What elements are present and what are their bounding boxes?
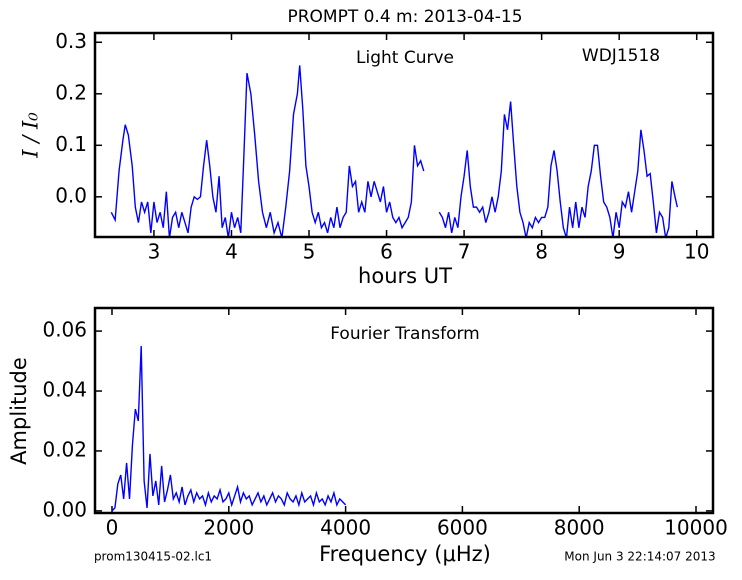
annotation: Fourier Transform bbox=[330, 324, 479, 344]
y-tick-label: 0.3 bbox=[55, 29, 87, 53]
data-line bbox=[438, 101, 679, 237]
annotation: WDJ1518 bbox=[582, 46, 660, 66]
x-axis-label: hours UT bbox=[358, 264, 452, 288]
x-tick-label: 5 bbox=[303, 240, 316, 264]
plot-frame bbox=[93, 31, 715, 239]
footer-file: prom130415-02.lc1 bbox=[94, 550, 212, 564]
x-axis-label: Frequency (μHz) bbox=[319, 542, 491, 566]
y-tick-label: 0.0 bbox=[55, 183, 87, 207]
x-tick-label: 8 bbox=[535, 240, 548, 264]
x-tick-label: 9 bbox=[613, 240, 626, 264]
y-tick-label: 0.2 bbox=[55, 80, 87, 104]
y-tick-label: 0.06 bbox=[42, 318, 87, 342]
x-tick-label: 7 bbox=[458, 240, 471, 264]
x-tick-label: 10 bbox=[684, 240, 709, 264]
data-line bbox=[110, 65, 425, 237]
chart-title: PROMPT 0.4 m: 2013-04-15 bbox=[287, 7, 522, 27]
footer-date: Mon Jun 3 22:14:07 2013 bbox=[564, 550, 715, 564]
x-tick-label: 0 bbox=[106, 516, 119, 540]
y-axis-label: Amplitude bbox=[7, 357, 31, 465]
x-tick-label: 8000 bbox=[554, 516, 605, 540]
x-tick-label: 6000 bbox=[437, 516, 488, 540]
y-tick-label: 0.00 bbox=[42, 497, 87, 521]
annotation: Light Curve bbox=[356, 48, 454, 68]
data-line bbox=[111, 346, 347, 512]
x-tick-label: 10000 bbox=[664, 516, 728, 540]
x-tick-label: 6 bbox=[380, 240, 393, 264]
plot-frame bbox=[93, 306, 715, 515]
x-tick-label: 4 bbox=[225, 240, 238, 264]
y-tick-label: 0.04 bbox=[42, 378, 87, 402]
x-tick-label: 4000 bbox=[320, 516, 371, 540]
x-tick-label: 2000 bbox=[203, 516, 254, 540]
y-axis-label: I / I₀ bbox=[19, 112, 43, 159]
x-tick-label: 3 bbox=[148, 240, 161, 264]
y-tick-label: 0.1 bbox=[55, 132, 87, 156]
y-tick-label: 0.02 bbox=[42, 437, 87, 461]
